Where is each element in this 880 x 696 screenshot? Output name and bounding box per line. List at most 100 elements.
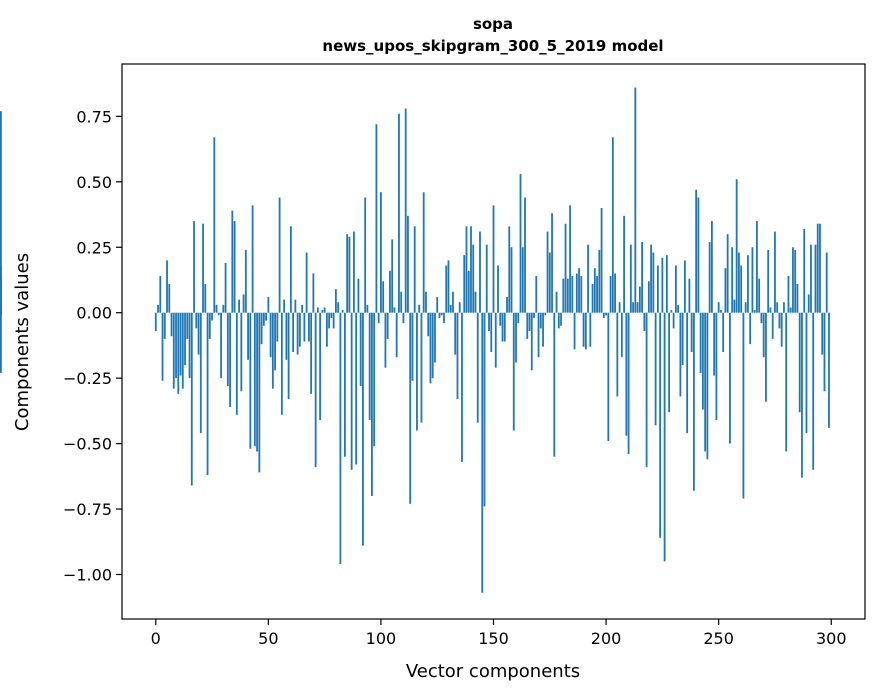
bar-231 xyxy=(674,265,677,313)
bar-68 xyxy=(307,312,310,342)
bar-20 xyxy=(199,312,202,434)
bar-75 xyxy=(323,307,326,313)
bar-145 xyxy=(481,312,484,593)
bar-9 xyxy=(175,312,177,379)
bar-33 xyxy=(229,312,231,407)
bar-218 xyxy=(645,312,648,468)
bar-135 xyxy=(458,302,461,313)
bar-199 xyxy=(602,312,605,318)
bar-67 xyxy=(305,252,308,313)
bar-282 xyxy=(789,307,792,313)
bar-73 xyxy=(319,312,322,421)
bar-47 xyxy=(260,312,263,345)
bar-176 xyxy=(551,213,553,313)
bar-246 xyxy=(708,242,711,313)
bar-291 xyxy=(810,244,812,313)
bar-269 xyxy=(760,312,763,324)
bar-49 xyxy=(265,312,267,321)
bar-37 xyxy=(238,299,240,313)
y-tick-label: 0.75 xyxy=(76,107,112,126)
bar-252 xyxy=(722,312,725,352)
bar-53 xyxy=(274,312,276,371)
x-tick-label: 100 xyxy=(366,629,397,648)
bar-224 xyxy=(659,312,662,538)
bar-265 xyxy=(751,247,754,313)
bar-32 xyxy=(226,312,229,386)
bar-136 xyxy=(461,312,463,462)
bar-110 xyxy=(402,312,405,324)
x-tick-label: 250 xyxy=(703,629,734,648)
bar-202 xyxy=(609,276,612,313)
bar-103 xyxy=(386,312,389,339)
bar-139 xyxy=(467,270,470,313)
y-tick-label: 0.50 xyxy=(76,173,112,192)
bar-174 xyxy=(546,231,549,313)
bar-93 xyxy=(364,197,367,313)
bar-13 xyxy=(184,312,186,366)
bar-272 xyxy=(767,249,770,313)
bar-204 xyxy=(614,273,616,313)
bar-259 xyxy=(738,252,740,313)
bar-194 xyxy=(591,283,594,313)
bar-71 xyxy=(314,312,317,468)
bar-66 xyxy=(303,312,306,342)
bar-148 xyxy=(488,312,490,332)
bar-45 xyxy=(256,312,258,452)
bar-256 xyxy=(731,247,734,313)
bar-283 xyxy=(792,247,794,313)
bar-249 xyxy=(715,312,718,421)
bar-8 xyxy=(172,312,175,389)
x-tick-label: 50 xyxy=(258,629,278,648)
bar-247 xyxy=(711,221,713,313)
bar-23 xyxy=(206,312,209,476)
bar-153 xyxy=(499,312,502,326)
bar-274 xyxy=(771,312,774,339)
bar-203 xyxy=(611,137,614,313)
bar-162 xyxy=(519,173,522,313)
bar-144 xyxy=(479,231,481,313)
bar-165 xyxy=(526,312,529,339)
bar-209 xyxy=(625,312,628,436)
bar-178 xyxy=(555,291,558,313)
bar-260 xyxy=(740,265,743,313)
bar-183 xyxy=(566,278,569,313)
bar-184 xyxy=(569,205,571,313)
bar-77 xyxy=(328,312,331,329)
bar-114 xyxy=(411,312,414,381)
bar-55 xyxy=(278,197,281,313)
bar-117 xyxy=(418,304,421,313)
bar-189 xyxy=(580,276,583,313)
bar-186 xyxy=(573,312,576,350)
bar-104 xyxy=(389,270,391,313)
bar-101 xyxy=(382,281,385,313)
bar-118 xyxy=(420,312,423,423)
bar-215 xyxy=(638,286,641,313)
bar-56 xyxy=(280,312,283,415)
bar-155 xyxy=(503,312,506,342)
chart-title: sopa xyxy=(473,15,513,33)
bar-208 xyxy=(623,215,625,313)
bar-115 xyxy=(413,226,416,313)
bar-126 xyxy=(438,312,441,318)
bar-180 xyxy=(560,312,562,326)
bar-124 xyxy=(434,312,436,363)
bar-173 xyxy=(544,312,547,316)
bar-210 xyxy=(627,312,630,455)
bar-296 xyxy=(821,312,824,355)
bar-120 xyxy=(425,291,427,313)
bar-137 xyxy=(463,255,466,313)
bar-255 xyxy=(729,312,731,444)
bar-16 xyxy=(190,312,193,486)
chart-subtitle: news_upos_skipgram_300_5_2019 model xyxy=(322,37,663,55)
bar-254 xyxy=(726,234,729,313)
bar-107 xyxy=(395,312,398,358)
bar-121 xyxy=(427,312,430,337)
bar-36 xyxy=(235,312,238,415)
bar-187 xyxy=(575,273,578,313)
bar-159 xyxy=(512,312,515,431)
bar-268 xyxy=(758,278,761,313)
bar-193 xyxy=(589,312,592,347)
bar-220 xyxy=(650,244,653,313)
bar-41 xyxy=(247,312,249,360)
bar-219 xyxy=(647,281,650,313)
